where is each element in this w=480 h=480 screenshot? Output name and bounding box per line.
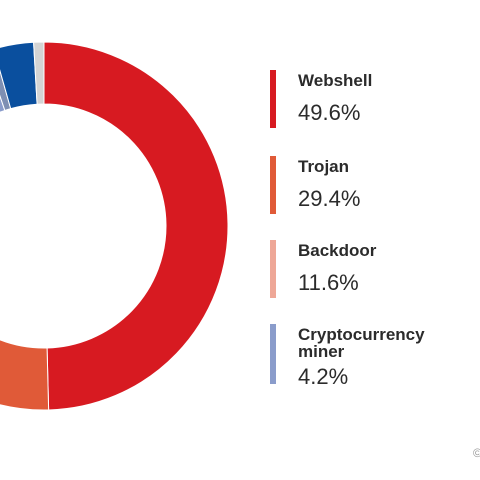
legend-swatch-trojan [270,156,276,214]
copyright-icon: © [473,446,480,460]
legend-swatch-webshell [270,70,276,128]
donut-slice-trojan [0,339,50,411]
legend-swatch-cryptocurrency-miner [270,324,276,384]
legend-swatch-backdoor [270,240,276,298]
legend-value-backdoor: 11.6% [298,270,359,295]
legend-label-backdoor: Backdoor [298,241,377,260]
legend-label-cryptocurrency-miner: Cryptocurrency miner [298,325,425,361]
donut-slice-other-6 [33,41,45,105]
legend-value-webshell: 49.6% [298,100,361,125]
legend-value-trojan: 29.4% [298,186,361,211]
legend-label-trojan: Trojan [298,157,350,176]
donut-slice-webshell [43,41,229,411]
legend-value-cryptocurrency-miner: 4.2% [298,364,349,389]
legend-label-webshell: Webshell [298,71,373,90]
